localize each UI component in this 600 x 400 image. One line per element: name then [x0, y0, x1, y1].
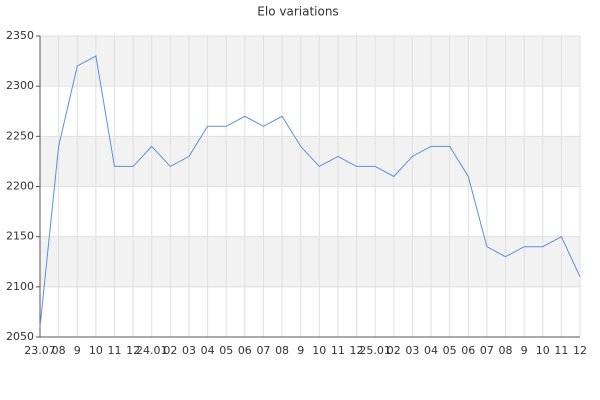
x-tick-label: 07: [256, 344, 270, 357]
x-tick-label: 05: [219, 344, 233, 357]
x-tick-label: 12: [350, 344, 364, 357]
x-tick-label: 03: [405, 344, 419, 357]
y-tick-label: 2350: [6, 29, 34, 42]
y-tick-label: 2250: [6, 129, 34, 142]
x-tick-label: 23.07: [24, 344, 56, 357]
x-tick-label: 24.01: [136, 344, 168, 357]
x-tick-label: 25.01: [359, 344, 391, 357]
y-tick-label: 2050: [6, 330, 34, 343]
chart-title: Elo variations: [257, 5, 338, 19]
x-tick-label: 07: [480, 344, 494, 357]
x-tick-label: 10: [536, 344, 550, 357]
x-tick-label: 11: [331, 344, 345, 357]
x-tick-label: 08: [275, 344, 289, 357]
y-tick-label: 2100: [6, 280, 34, 293]
y-tick-label: 2300: [6, 79, 34, 92]
x-tick-label: 06: [461, 344, 475, 357]
x-tick-label: 11: [554, 344, 568, 357]
x-tick-label: 02: [387, 344, 401, 357]
grid-band: [40, 36, 580, 87]
x-tick-label: 03: [182, 344, 196, 357]
y-tick-label: 2200: [6, 180, 34, 193]
x-tick-label: 12: [573, 344, 587, 357]
line-series: [39, 55, 581, 328]
x-tick-label: 10: [89, 344, 103, 357]
x-tick-label: 05: [443, 344, 457, 357]
x-tick-label: 11: [107, 344, 121, 357]
x-tick-label: 04: [424, 344, 438, 357]
x-tick-label: 08: [499, 344, 513, 357]
x-tick-label: 9: [521, 344, 528, 357]
x-tick-label: 02: [163, 344, 177, 357]
y-tick-label: 2150: [6, 230, 34, 243]
x-tick-label: 9: [74, 344, 81, 357]
x-tick-label: 08: [52, 344, 66, 357]
x-tick-label: 10: [312, 344, 326, 357]
grid-band: [40, 236, 580, 287]
x-tick-label: 12: [126, 344, 140, 357]
x-tick-label: 9: [297, 344, 304, 357]
x-tick-label: 04: [201, 344, 215, 357]
x-tick-label: 06: [238, 344, 252, 357]
grid-band: [40, 136, 580, 187]
